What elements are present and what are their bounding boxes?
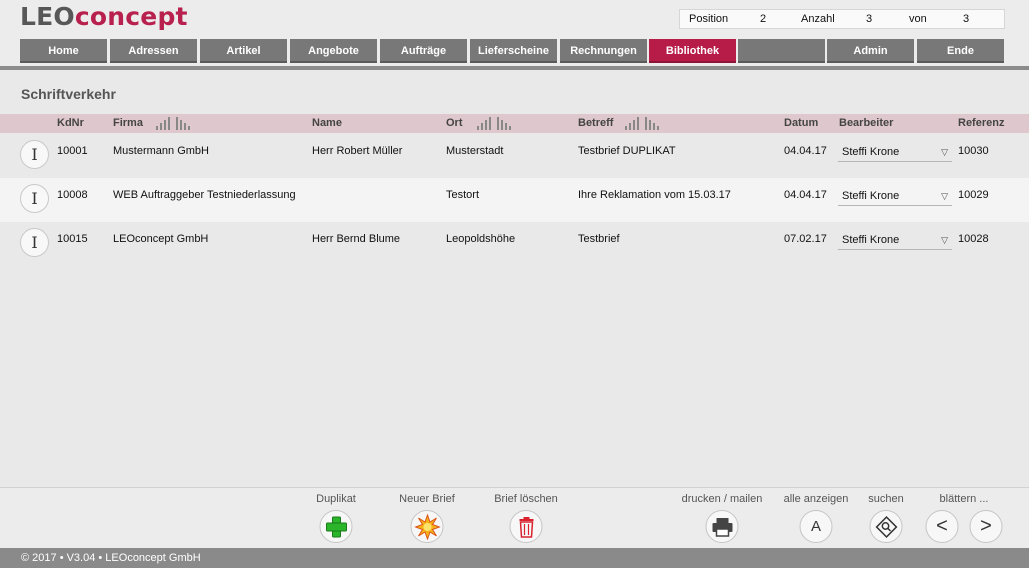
brief-loeschen-button[interactable] [509, 510, 543, 543]
cell-kdnr: 10015 [57, 233, 88, 245]
bearbeiter-select[interactable]: Steffi Krone ▽ [838, 230, 952, 250]
col-bearbeiter[interactable]: Bearbeiter [839, 117, 894, 129]
alle-anzeigen-label: alle anzeigen [783, 493, 849, 505]
alle-anzeigen-button[interactable]: A [799, 510, 833, 543]
cell-kdnr: 10008 [57, 189, 88, 201]
position-label: Position [689, 13, 729, 25]
next-button[interactable]: > [969, 510, 1003, 543]
table-row[interactable]: I 10001 Mustermann GmbH Herr Robert Müll… [0, 134, 1029, 178]
brief-loeschen-label: Brief löschen [494, 493, 558, 505]
cell-ort: Leopoldshöhe [446, 233, 516, 245]
action-bar: Duplikat Neuer Brief Brief löschen druck… [0, 487, 1029, 548]
tab-home[interactable]: Home [20, 39, 107, 63]
page-title: Schriftverkehr [21, 86, 116, 102]
top-bar: LEOconcept Position 2 Anzahl 3 von 3 Hom… [0, 0, 1029, 70]
sort-icon[interactable] [155, 117, 191, 130]
col-referenz[interactable]: Referenz [958, 117, 1005, 129]
chevron-down-icon: ▽ [941, 235, 948, 245]
tab-angebote[interactable]: Angebote [290, 39, 377, 63]
bearbeiter-value: Steffi Krone [842, 234, 900, 246]
col-kdnr[interactable]: KdNr [57, 117, 84, 129]
cell-firma: Mustermann GmbH [113, 145, 209, 157]
col-ort[interactable]: Ort [446, 117, 463, 129]
neuer-brief-button[interactable] [410, 510, 444, 543]
printer-icon [712, 517, 732, 537]
anzahl-label: Anzahl [801, 13, 835, 25]
position-value: 2 [760, 13, 767, 25]
info-i-icon[interactable]: I [20, 184, 49, 213]
info-i-icon[interactable]: I [20, 140, 49, 169]
copyright-text: © 2017 • V3.04 • LEOconcept GmbH [21, 552, 201, 564]
bearbeiter-select[interactable]: Steffi Krone ▽ [838, 186, 952, 206]
tab-admin[interactable]: Admin [827, 39, 914, 63]
tab-auftraege[interactable]: Aufträge [380, 39, 467, 63]
tab-artikel[interactable]: Artikel [200, 39, 287, 63]
position-box: Position 2 Anzahl 3 von 3 [679, 9, 1005, 29]
cell-ort: Musterstadt [446, 145, 504, 157]
duplikat-label: Duplikat [316, 493, 356, 505]
status-bar: © 2017 • V3.04 • LEOconcept GmbH [0, 548, 1029, 568]
magnifier-icon [875, 515, 897, 538]
cell-datum: 07.02.17 [784, 233, 827, 245]
chevron-down-icon: ▽ [941, 147, 948, 157]
sort-icon[interactable] [624, 117, 660, 130]
blaettern-label: blättern ... [939, 493, 989, 505]
green-plus-icon [325, 516, 347, 537]
starburst-icon [414, 513, 440, 540]
col-firma[interactable]: Firma [113, 117, 143, 129]
col-betreff[interactable]: Betreff [578, 117, 614, 129]
suchen-label: suchen [868, 493, 904, 505]
duplikat-button[interactable] [319, 510, 353, 543]
tab-empty[interactable] [738, 39, 825, 63]
sort-icon[interactable] [476, 117, 512, 130]
cell-referenz: 10028 [958, 233, 989, 245]
tab-lieferscheine[interactable]: Lieferscheine [470, 39, 557, 63]
cell-ort: Testort [446, 189, 480, 201]
cell-datum: 04.04.17 [784, 189, 827, 201]
von-value: 3 [963, 13, 970, 25]
app-logo: LEOconcept [20, 2, 188, 31]
von-label: von [909, 13, 927, 25]
info-i-icon[interactable]: I [20, 228, 49, 257]
cell-referenz: 10030 [958, 145, 989, 157]
previous-button[interactable]: < [925, 510, 959, 543]
cell-kdnr: 10001 [57, 145, 88, 157]
drucken-label: drucken / mailen [681, 493, 763, 505]
cell-betreff: Testbrief [578, 233, 620, 245]
cell-name: Herr Robert Müller [312, 145, 403, 157]
cell-datum: 04.04.17 [784, 145, 827, 157]
tab-ende[interactable]: Ende [917, 39, 1004, 63]
table-header: KdNr Firma Name Ort Betreff Datum Bearbe… [0, 114, 1029, 133]
bearbeiter-value: Steffi Krone [842, 146, 900, 158]
bearbeiter-value: Steffi Krone [842, 190, 900, 202]
tab-rechnungen[interactable]: Rechnungen [560, 39, 647, 63]
cell-name: Herr Bernd Blume [312, 233, 401, 245]
col-name[interactable]: Name [312, 117, 342, 129]
trash-icon [519, 516, 533, 538]
table-row[interactable]: I 10015 LEOconcept GmbH Herr Bernd Blume… [0, 222, 1029, 266]
tab-bibliothek[interactable]: Bibliothek [649, 39, 736, 63]
suchen-button[interactable] [869, 510, 903, 543]
cell-firma: LEOconcept GmbH [113, 233, 209, 245]
cell-referenz: 10029 [958, 189, 989, 201]
anzahl-value: 3 [866, 13, 873, 25]
table-row[interactable]: I 10008 WEB Auftraggeber Testniederlassu… [0, 178, 1029, 222]
chevron-down-icon: ▽ [941, 191, 948, 201]
tab-adressen[interactable]: Adressen [110, 39, 197, 63]
neuer-brief-label: Neuer Brief [399, 493, 455, 505]
cell-betreff: Testbrief DUPLIKAT [578, 145, 676, 157]
col-datum[interactable]: Datum [784, 117, 819, 129]
drucken-button[interactable] [705, 510, 739, 543]
cell-betreff: Ihre Reklamation vom 15.03.17 [578, 189, 731, 201]
header-divider [0, 66, 1029, 70]
bearbeiter-select[interactable]: Steffi Krone ▽ [838, 142, 952, 162]
cell-firma: WEB Auftraggeber Testniederlassung [113, 189, 296, 201]
